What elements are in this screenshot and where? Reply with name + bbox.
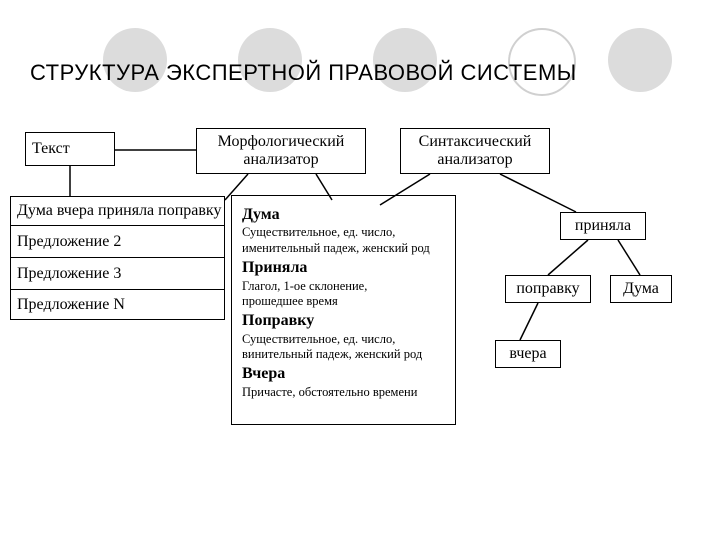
sentence-row-label: Предложение 3	[17, 265, 121, 283]
node-text-label: Текст	[26, 139, 74, 159]
sentence-row: Предложение 3	[10, 258, 225, 290]
tree-node-label: приняла	[571, 216, 635, 236]
tree-node-label: поправку	[512, 279, 583, 299]
diagram-stage: СТРУКТУРА ЭКСПЕРТНОЙ ПРАВОВОЙ СИСТЕМЫ Те…	[0, 0, 720, 540]
tree-node-n3: Дума	[610, 275, 672, 303]
node-text: Текст	[25, 132, 115, 166]
tree-node-n4: вчера	[495, 340, 561, 368]
node-syntax-label: Синтаксическийанализатор	[415, 132, 536, 171]
tree-node-n2: поправку	[505, 275, 591, 303]
morph-term: Поправку	[242, 312, 447, 330]
node-syntax-analyzer: Синтаксическийанализатор	[400, 128, 550, 174]
morph-desc: Существительное, ед. число,	[242, 225, 447, 239]
morph-term: Вчера	[242, 365, 447, 383]
page-title: СТРУКТУРА ЭКСПЕРТНОЙ ПРАВОВОЙ СИСТЕМЫ	[30, 60, 577, 86]
morph-desc: Глагол, 1-ое склонение,	[242, 279, 447, 293]
decor-circle	[608, 28, 672, 92]
sentence-row-label: Предложение 2	[17, 233, 121, 251]
node-morph-analyzer: Морфологическийанализатор	[196, 128, 366, 174]
morph-output-panel: ДумаСуществительное, ед. число,именитель…	[231, 195, 456, 425]
morph-desc: прошедшее время	[242, 294, 447, 308]
morph-desc: винительный падеж, женский род	[242, 347, 447, 361]
sentence-row-label: Предложение N	[17, 296, 125, 314]
morph-term: Дума	[242, 206, 447, 224]
sentence-row-label: Дума вчера приняла поправку	[17, 202, 221, 220]
sentence-row: Предложение N	[10, 290, 225, 320]
node-morph-label: Морфологическийанализатор	[214, 132, 349, 171]
tree-node-label: вчера	[505, 344, 550, 364]
sentence-row: Предложение 2	[10, 226, 225, 258]
morph-desc: Причасте, обстоятельно времени	[242, 385, 447, 399]
sentence-row: Дума вчера приняла поправку	[10, 196, 225, 226]
morph-desc: Существительное, ед. число,	[242, 332, 447, 346]
tree-node-n1: приняла	[560, 212, 646, 240]
morph-term: Приняла	[242, 259, 447, 277]
tree-node-label: Дума	[619, 279, 663, 299]
morph-desc: именительный падеж, женский род	[242, 241, 447, 255]
